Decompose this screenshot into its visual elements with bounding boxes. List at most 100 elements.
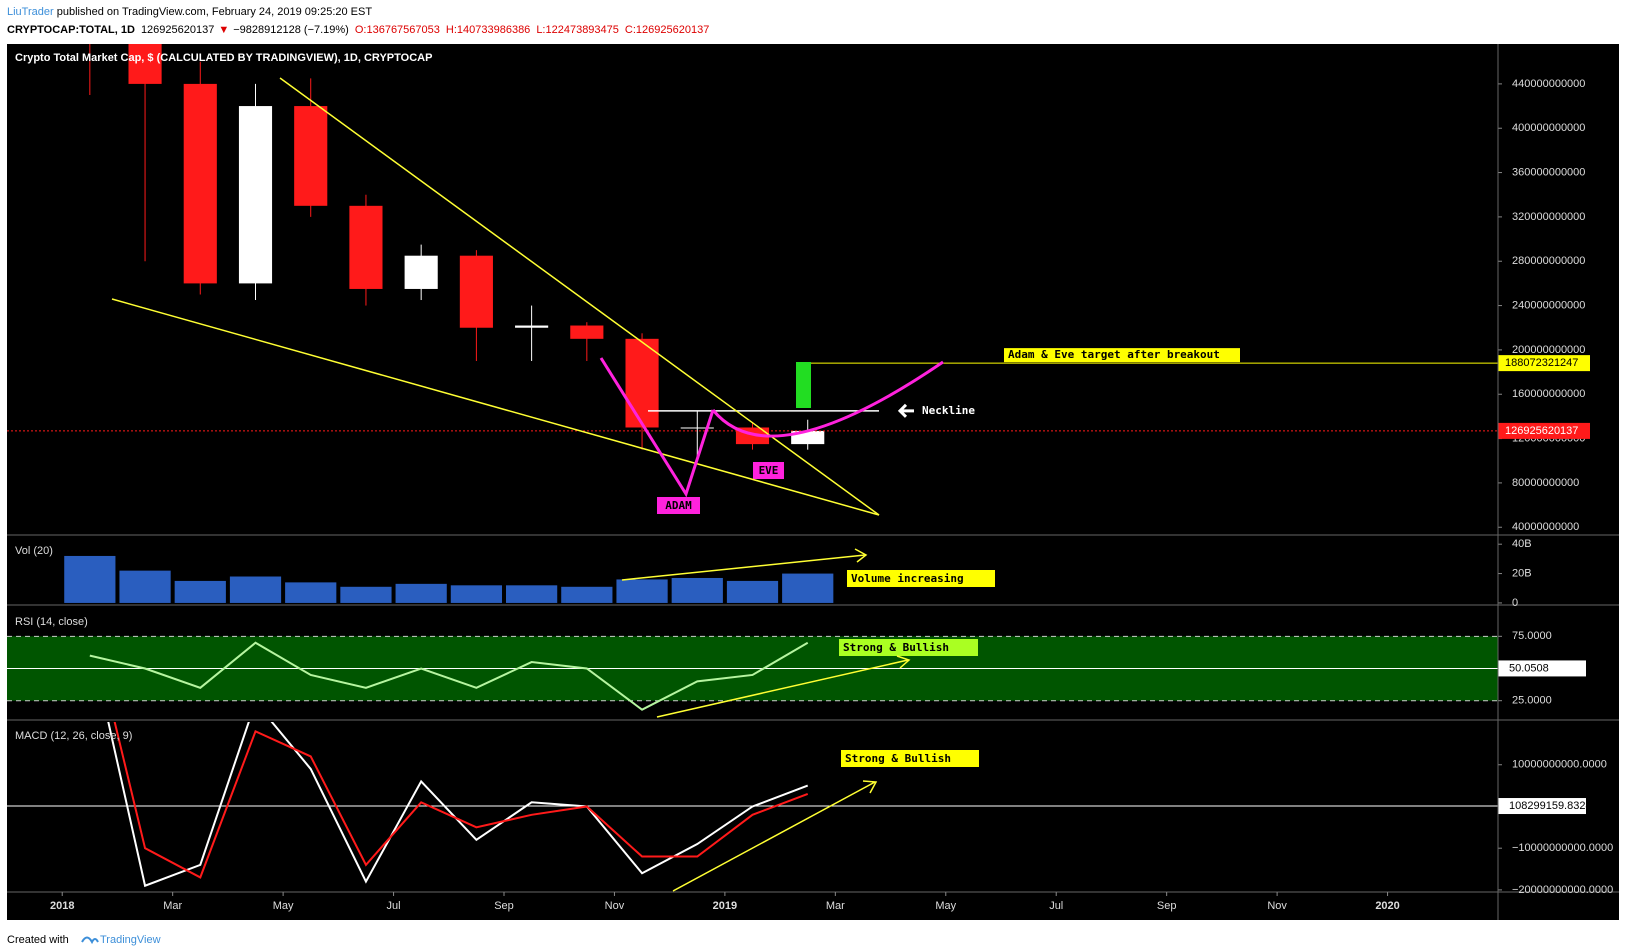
volume-bar [285, 582, 337, 603]
pattern-box [753, 462, 784, 479]
x-tick-label: Nov [605, 900, 625, 912]
x-tick-label: Mar [826, 900, 845, 912]
arrow-head [854, 548, 868, 563]
y-tick-label: 10000000000.0000 [1512, 759, 1607, 771]
y-tick-label: −20000000000.0000 [1512, 884, 1613, 896]
macd-arrow [672, 781, 876, 892]
pattern-box [657, 497, 700, 514]
series-line [89, 641, 809, 711]
panel-title: MACD (12, 26, close, 9) [15, 730, 132, 742]
volume-bar [229, 576, 282, 603]
candle-body [570, 325, 604, 339]
annotation-box [847, 570, 995, 587]
last-price-label: 126925620137 [1505, 425, 1578, 437]
panel [7, 722, 1498, 888]
published: published on TradingView.com, February 2… [57, 6, 373, 18]
volume-bar [450, 585, 502, 603]
volume-bar [64, 555, 116, 603]
annotation: Strong & Bullish [843, 641, 949, 654]
volume-bar [395, 583, 447, 603]
annotation: Volume increasing [851, 572, 964, 585]
neckline-label: Neckline [922, 404, 975, 417]
arrow-head [896, 655, 911, 669]
series-line [107, 722, 809, 888]
adam-shape [599, 357, 715, 498]
x-tick-label: Mar [163, 900, 182, 912]
candle-body [183, 83, 217, 284]
change: −9828912128 (−7.19%) [233, 24, 349, 36]
close: C:126925620137 [625, 24, 709, 36]
current-tag [1498, 660, 1586, 677]
panel [89, 44, 825, 461]
volume-bar [174, 580, 226, 603]
candle-body [128, 44, 162, 84]
drawings [111, 77, 944, 892]
candle-body [459, 255, 493, 328]
volume-bar [119, 570, 171, 603]
y-tick-label: 40000000000 [1512, 521, 1579, 533]
annotation-box [839, 639, 978, 656]
panel [7, 635, 1498, 711]
pattern-label: ADAM [665, 499, 692, 512]
footer-brand: TradingView [100, 934, 161, 946]
series-line [113, 722, 809, 879]
volume-arrow [621, 554, 866, 581]
volume-bar [616, 579, 668, 603]
x-tick-label: 2020 [1375, 900, 1399, 912]
annotation: Strong & Bullish [845, 752, 951, 765]
candle-body [404, 255, 438, 289]
y-tick-label: 0 [1512, 597, 1518, 609]
low: L:122473893475 [536, 24, 619, 36]
candle-body [680, 427, 714, 429]
current-label: 50.0508 [1509, 662, 1549, 674]
quote: CRYPTOCAP:TOTAL, 1D 126925620137 ▼ −9828912… [7, 24, 709, 36]
y-tick-label: 200000000000 [1512, 344, 1585, 356]
footer-created: Created with [7, 934, 69, 946]
y-tick-label: 25.0000 [1512, 695, 1552, 707]
panel [64, 555, 834, 603]
x-tick-label: May [273, 900, 294, 912]
arrow-head [862, 780, 878, 794]
candle-body [238, 106, 273, 284]
x-tick-label: Sep [494, 900, 514, 912]
y-tick-label: 240000000000 [1512, 299, 1585, 311]
header: LiuTrader published on TradingView.com, … [7, 6, 372, 18]
open: O:136767567053 [355, 24, 440, 36]
last-price-tag [1498, 422, 1590, 439]
y-tick-label: 75.0000 [1512, 630, 1552, 642]
candle-body [294, 106, 328, 206]
panel-title: Vol (20) [15, 545, 53, 557]
annotation-box [841, 750, 979, 767]
panel-title: Crypto Total Market Cap, $ (CALCULATED B… [15, 52, 432, 64]
target-text-box [1004, 348, 1240, 363]
wedge-lower [111, 298, 880, 516]
panel-title: RSI (14, close) [15, 616, 88, 628]
volume-bar [340, 586, 392, 603]
y-tick-label: 320000000000 [1512, 211, 1585, 223]
volume-bar [506, 585, 558, 603]
chart-area [7, 44, 1619, 920]
rsi-arrow [656, 659, 909, 718]
x-tick-label: Sep [1157, 900, 1177, 912]
x-tick-label: May [935, 900, 956, 912]
wedge-upper [279, 77, 880, 516]
neckline-arrow [897, 403, 914, 418]
volume-bar [671, 577, 723, 603]
last: 126925620137 [141, 24, 214, 36]
eve-shape [711, 360, 944, 438]
y-tick-label: 160000000000 [1512, 388, 1585, 400]
x-tick-label: 2018 [50, 900, 74, 912]
target-text: Adam & Eve target after breakout [1008, 348, 1220, 361]
current-tag [1498, 798, 1586, 815]
y-tick-label: 440000000000 [1512, 78, 1585, 90]
down-arrow: ▼ [218, 24, 229, 36]
volume-bar [561, 586, 613, 603]
candle-body [515, 325, 549, 328]
y-tick-label: −10000000000.0000 [1512, 842, 1613, 854]
x-tick-label: Jul [1049, 900, 1063, 912]
volume-bar [782, 573, 834, 603]
y-tick-label: 400000000000 [1512, 122, 1585, 134]
target-box [796, 362, 811, 408]
